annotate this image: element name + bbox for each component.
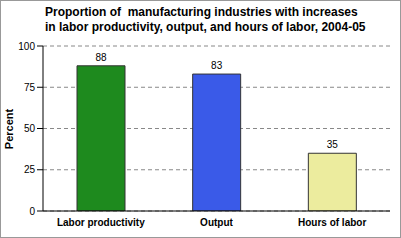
- svg-text:100: 100: [18, 41, 35, 52]
- svg-text:Hours of labor: Hours of labor: [298, 217, 366, 228]
- svg-text:Output: Output: [200, 217, 233, 228]
- svg-text:Labor productivity: Labor productivity: [57, 217, 145, 228]
- svg-text:35: 35: [327, 139, 339, 150]
- svg-text:83: 83: [211, 60, 223, 71]
- svg-text:75: 75: [24, 82, 36, 93]
- svg-text:88: 88: [95, 52, 107, 63]
- svg-text:0: 0: [29, 206, 35, 217]
- svg-text:50: 50: [24, 123, 36, 134]
- html-text:in labor productivity, output,: in labor productivity, output, and hours…: [45, 20, 366, 34]
- html-text:Percent: Percent: [3, 108, 15, 150]
- svg-text:25: 25: [24, 164, 36, 175]
- html-text:Proportion of manufacturing in: Proportion of manufacturing industries w…: [45, 5, 358, 19]
